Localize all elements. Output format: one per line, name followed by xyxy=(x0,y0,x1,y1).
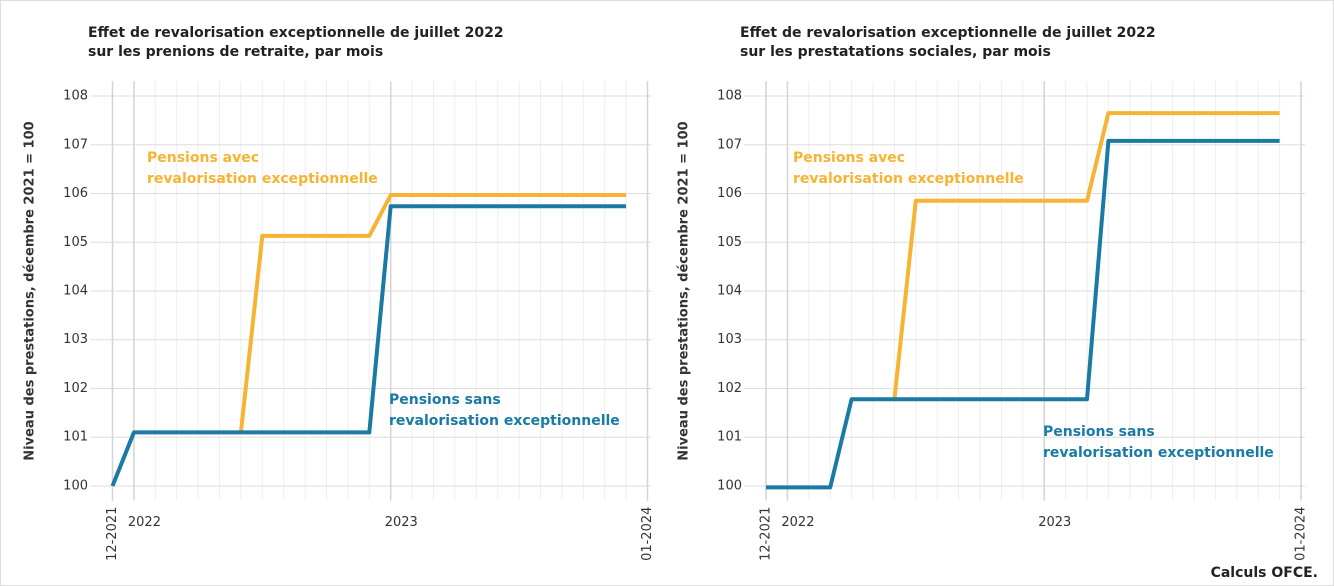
annotation: Pensions sans xyxy=(1043,424,1155,440)
x-tick-label: 01-2024 xyxy=(640,507,655,561)
y-tick-label: 101 xyxy=(63,430,88,445)
y-tick-label: 102 xyxy=(63,381,88,396)
y-tick-label: 106 xyxy=(63,186,88,201)
x-tick-label: 2022 xyxy=(781,515,814,530)
chart-title: Effet de revalorisation exceptionnelle d… xyxy=(88,25,504,41)
y-tick-label: 108 xyxy=(717,89,742,104)
annotation: revalorisation exceptionnelle xyxy=(389,413,620,429)
y-tick-label: 105 xyxy=(63,235,88,250)
x-tick-label: 12-2021 xyxy=(759,507,774,561)
series-line xyxy=(892,111,1280,400)
chart-title: sur les prenions de retraite, par mois xyxy=(88,44,383,60)
y-tick-label: 107 xyxy=(717,137,742,152)
annotation: revalorisation exceptionnelle xyxy=(793,171,1024,187)
chart-title: Effet de revalorisation exceptionnelle d… xyxy=(740,25,1156,41)
x-tick-label: 01-2024 xyxy=(1294,507,1309,561)
y-tick-label: 100 xyxy=(63,478,88,493)
y-tick-label: 106 xyxy=(717,186,742,201)
y-tick-label: 104 xyxy=(63,284,88,299)
series-line xyxy=(766,138,1280,490)
y-tick-label: 102 xyxy=(717,381,742,396)
x-tick-label: 12-2021 xyxy=(105,507,120,561)
y-axis-title: Niveau des prestations, décembre 2021 = … xyxy=(677,121,692,460)
y-tick-label: 104 xyxy=(717,284,742,299)
annotation: revalorisation exceptionnelle xyxy=(147,171,378,187)
source: Calculs OFCE. xyxy=(1211,565,1318,581)
annotation: Pensions avec xyxy=(147,150,259,166)
y-tick-label: 100 xyxy=(717,478,742,493)
chart-title: sur les prestatations sociales, par mois xyxy=(740,44,1051,60)
x-tick-label: 2022 xyxy=(128,515,161,530)
y-tick-label: 105 xyxy=(717,235,742,250)
y-tick-label: 103 xyxy=(63,332,88,347)
x-tick-label: 2023 xyxy=(1038,515,1071,530)
y-tick-label: 103 xyxy=(717,332,742,347)
annotation: Pensions avec xyxy=(793,150,905,166)
annotation: Pensions sans xyxy=(389,392,501,408)
x-tick-label: 2023 xyxy=(385,515,418,530)
series-line xyxy=(238,193,627,433)
annotation: revalorisation exceptionnelle xyxy=(1043,445,1274,461)
y-axis-title: Niveau des prestations, décembre 2021 = … xyxy=(23,121,38,460)
y-tick-label: 101 xyxy=(717,430,742,445)
y-tick-label: 108 xyxy=(63,89,88,104)
y-tick-label: 107 xyxy=(63,137,88,152)
series-line xyxy=(110,204,627,487)
